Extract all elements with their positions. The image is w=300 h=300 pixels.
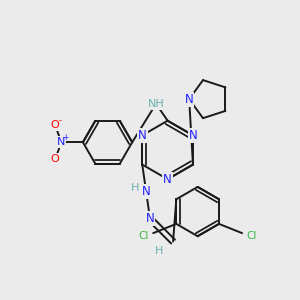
Text: Cl: Cl <box>139 231 149 241</box>
Text: Cl: Cl <box>246 231 256 241</box>
Text: N: N <box>185 93 194 106</box>
Text: N: N <box>138 129 147 142</box>
Text: N: N <box>142 185 151 198</box>
Text: N: N <box>189 129 197 142</box>
Text: NH: NH <box>148 99 164 109</box>
Text: N: N <box>163 173 172 186</box>
Text: H: H <box>131 183 140 193</box>
Text: H: H <box>155 246 164 256</box>
Text: O: O <box>51 120 60 130</box>
Text: -: - <box>59 116 62 125</box>
Text: N: N <box>57 137 65 147</box>
Text: O: O <box>51 154 60 164</box>
Text: N: N <box>146 212 154 225</box>
Text: +: + <box>62 133 68 142</box>
